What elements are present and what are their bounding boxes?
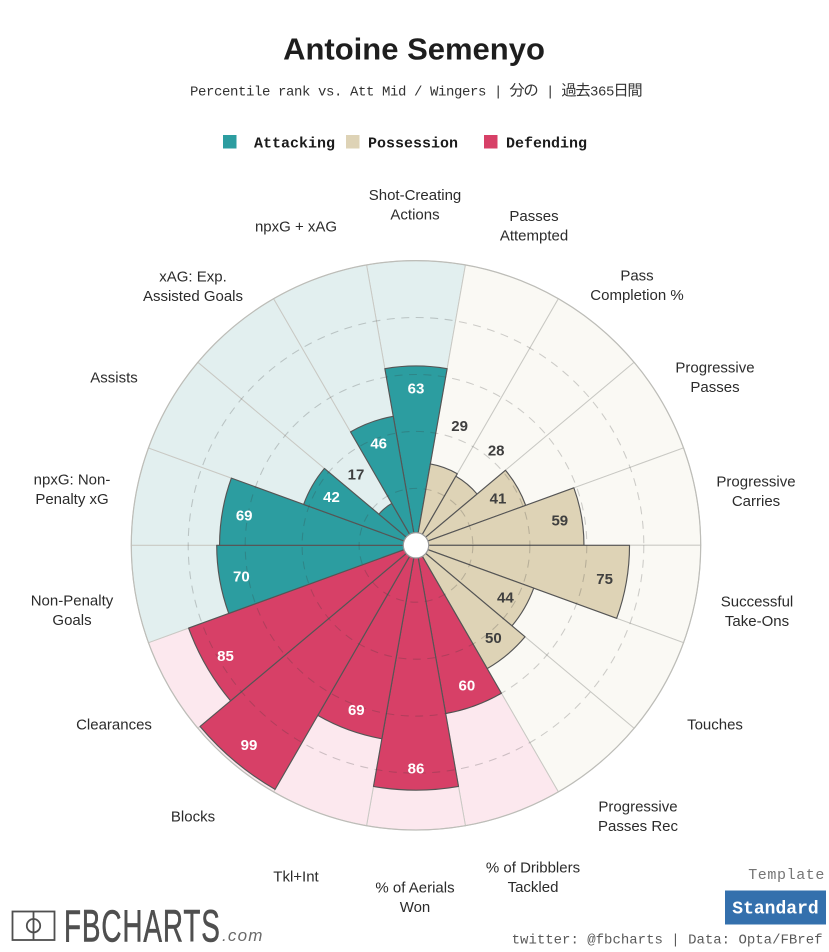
- svg-text:69: 69: [236, 508, 253, 525]
- svg-text:Passes: Passes: [690, 379, 739, 396]
- svg-text:60: 60: [459, 678, 476, 695]
- svg-text:75: 75: [596, 571, 613, 588]
- svg-text:Actions: Actions: [390, 207, 439, 224]
- svg-text:46: 46: [370, 436, 387, 453]
- svg-text:85: 85: [217, 648, 234, 665]
- svg-text:29: 29: [451, 418, 468, 435]
- svg-text:Attacking: Attacking: [254, 136, 335, 153]
- svg-text:Standard: Standard: [732, 900, 818, 920]
- svg-text:28: 28: [488, 442, 505, 459]
- svg-text:Pass: Pass: [620, 268, 653, 285]
- svg-text:|: |: [538, 85, 562, 101]
- svg-text:Template: Template: [748, 867, 825, 884]
- svg-text:Defending: Defending: [506, 136, 587, 153]
- svg-text:86: 86: [408, 761, 425, 778]
- svg-text:twitter: @fbcharts | Data: Opt: twitter: @fbcharts | Data: Opta/FBref: [512, 933, 823, 949]
- svg-text:Passes: Passes: [509, 208, 558, 225]
- svg-text:99: 99: [241, 737, 258, 754]
- svg-text:Won: Won: [400, 899, 431, 916]
- svg-text:69: 69: [348, 702, 365, 719]
- svg-text:Assisted Goals: Assisted Goals: [143, 288, 243, 305]
- svg-text:70: 70: [233, 569, 250, 586]
- svg-text:42: 42: [323, 489, 340, 506]
- svg-text:FBCHARTS: FBCHARTS: [64, 901, 221, 951]
- svg-text:Progressive: Progressive: [716, 474, 795, 491]
- svg-text:npxG: Non-: npxG: Non-: [34, 472, 111, 489]
- svg-text:365: 365: [590, 85, 614, 101]
- svg-text:Penalty xG: Penalty xG: [35, 491, 108, 508]
- svg-text:Percentile rank vs. Att Mid /: Percentile rank vs. Att Mid / Wingers |: [190, 85, 510, 101]
- svg-text:npxG + xAG: npxG + xAG: [255, 218, 337, 235]
- svg-text:% of Dribblers: % of Dribblers: [486, 860, 580, 877]
- svg-text:Successful: Successful: [721, 594, 794, 611]
- svg-text:Blocks: Blocks: [171, 808, 215, 825]
- svg-text:xAG: Exp.: xAG: Exp.: [159, 269, 227, 286]
- svg-text:Tkl+Int: Tkl+Int: [273, 868, 319, 885]
- svg-text:Tackled: Tackled: [508, 879, 559, 896]
- svg-text:Progressive: Progressive: [598, 799, 677, 816]
- svg-text:Take-Ons: Take-Ons: [725, 613, 789, 630]
- svg-text:44: 44: [497, 590, 514, 607]
- svg-text:Passes Rec: Passes Rec: [598, 818, 679, 835]
- svg-text:63: 63: [408, 381, 425, 398]
- svg-text:Assists: Assists: [90, 369, 138, 386]
- svg-text:Touches: Touches: [687, 716, 743, 733]
- svg-text:Shot-Creating: Shot-Creating: [369, 187, 462, 204]
- svg-text:Carries: Carries: [732, 493, 780, 510]
- svg-text:Non-Penalty: Non-Penalty: [31, 593, 114, 610]
- svg-text:Clearances: Clearances: [76, 716, 152, 733]
- svg-text:Antoine Semenyo: Antoine Semenyo: [283, 31, 545, 66]
- svg-text:59: 59: [551, 513, 568, 530]
- svg-text:Progressive: Progressive: [675, 360, 754, 377]
- svg-text:.com: .com: [222, 926, 264, 945]
- svg-text:% of Aerials: % of Aerials: [375, 880, 454, 897]
- svg-text:Possession: Possession: [368, 136, 458, 153]
- svg-text:41: 41: [490, 491, 507, 508]
- svg-text:Attempted: Attempted: [500, 228, 568, 245]
- svg-text:Goals: Goals: [52, 612, 91, 629]
- svg-text:17: 17: [348, 466, 365, 483]
- svg-text:Completion %: Completion %: [590, 287, 683, 304]
- svg-text:50: 50: [485, 630, 502, 647]
